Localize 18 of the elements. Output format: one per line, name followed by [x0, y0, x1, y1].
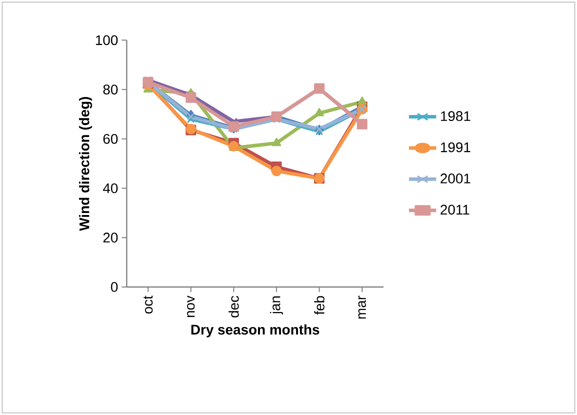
- y-tick-label: 80: [103, 84, 118, 94]
- x-tick-label: feb: [314, 296, 324, 315]
- y-tick-label: 20: [103, 232, 118, 243]
- x-tick-label: mar: [358, 296, 366, 319]
- y-tick-label: 0: [110, 282, 118, 292]
- y-axis-title: Wind direction (deg): [79, 96, 92, 231]
- x-tick-label: dec: [228, 296, 239, 318]
- y-tick-label: 40: [102, 183, 118, 194]
- legend-label: 2001: [440, 174, 470, 184]
- x-axis-title: Dry season months: [191, 324, 320, 338]
- x-tick-label: nov: [187, 296, 195, 318]
- x-tick-label: oct: [144, 296, 153, 314]
- x-tick-label: jan: [270, 296, 284, 314]
- y-tick-label: 100: [96, 35, 118, 46]
- legend-label: 1981: [441, 111, 470, 121]
- y-tick-label: 60: [103, 134, 118, 144]
- legend-label: 2011: [440, 204, 470, 215]
- legend-label: 1991: [441, 142, 470, 152]
